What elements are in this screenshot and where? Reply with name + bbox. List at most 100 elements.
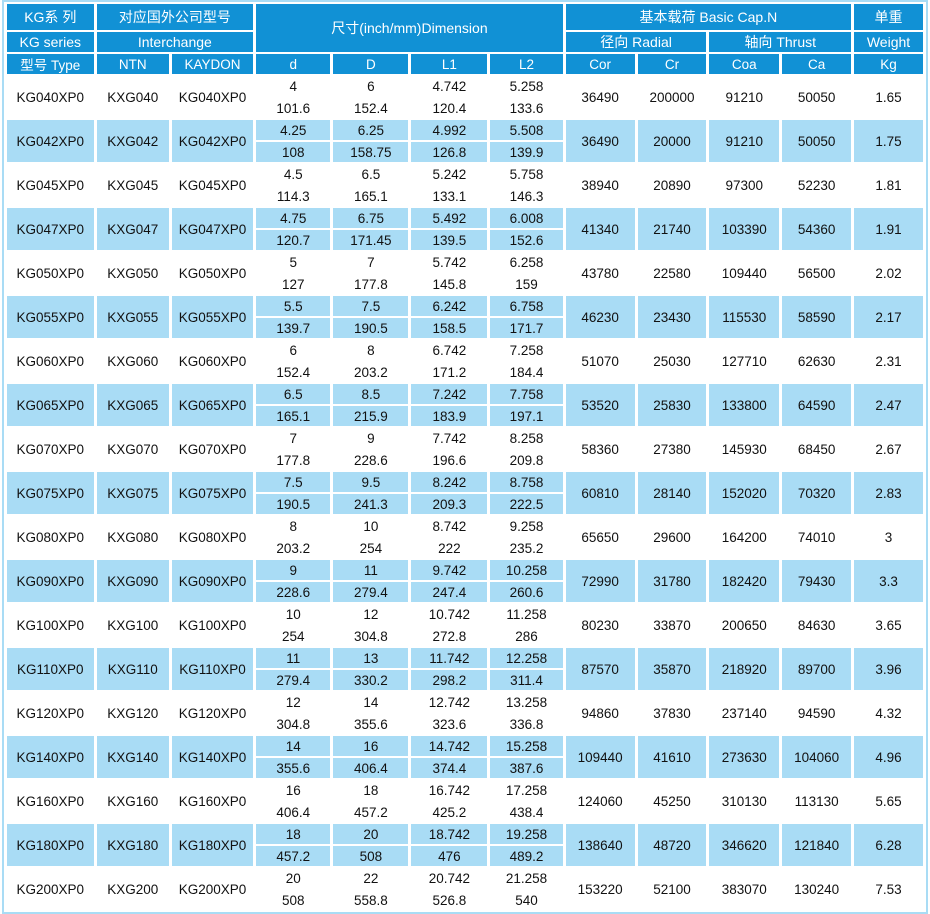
cell-type: KG120XP0 [7,692,94,734]
cell-ca: 50050 [782,120,852,162]
cell-ca: 56500 [782,252,852,294]
cell-D-inch: 9 [333,428,409,448]
table-row: KG110XP0 KXG110 KG110XP0 11 13 11.742 12.258 87… [7,648,923,690]
cell-type: KG042XP0 [7,120,94,162]
header-L1: L1 [411,54,488,74]
cell-D-mm: 152.4 [333,98,409,118]
cell-L1-mm: 272.8 [411,626,488,646]
cell-D-mm: 228.6 [333,450,409,470]
cell-cr: 27380 [637,428,707,470]
cell-ca: 64590 [782,384,852,426]
cell-kaydon: KG055XP0 [171,296,254,338]
cell-coa: 237140 [709,692,780,734]
header-capacity-title: 基本载荷 Basic Cap.N [565,4,852,30]
cell-type: KG040XP0 [7,76,94,118]
cell-L2-inch: 8.758 [490,472,563,492]
cell-D-mm: 190.5 [333,318,409,338]
cell-D-inch: 12 [333,604,409,624]
cell-cr: 52100 [637,868,707,910]
table-body: KG040XP0 KXG040 KG040XP0 4 6 4.742 5.258 36490 2… [7,76,923,910]
cell-D-inch: 11 [333,560,409,580]
cell-ntn: KXG200 [96,868,169,910]
cell-L1-inch: 5.492 [411,208,488,228]
cell-cr: 22580 [637,252,707,294]
cell-coa: 145930 [709,428,780,470]
cell-coa: 91210 [709,120,780,162]
cell-D-mm: 304.8 [333,626,409,646]
table-row: KG140XP0 KXG140 KG140XP0 14 16 14.742 15.258 10… [7,736,923,778]
table-row: KG065XP0 KXG065 KG065XP0 6.5 8.5 7.242 7.758 53… [7,384,923,426]
cell-d-inch: 9 [256,560,331,580]
cell-kaydon: KG090XP0 [171,560,254,602]
cell-L2-mm: 159 [490,274,563,294]
cell-L1-mm: 158.5 [411,318,488,338]
cell-L1-inch: 10.742 [411,604,488,624]
cell-D-mm: 457.2 [333,802,409,822]
table-row-mm: 228.6 279.4 247.4 260.6 [7,582,923,602]
cell-d-inch: 20 [256,868,331,888]
cell-cor: 58360 [565,428,635,470]
table-row-mm: 406.4 457.2 425.2 438.4 [7,802,923,822]
cell-D-inch: 10 [333,516,409,536]
cell-d-inch: 5.5 [256,296,331,316]
cell-type: KG080XP0 [7,516,94,558]
cell-D-mm: 508 [333,846,409,866]
header-d: d [256,54,331,74]
cell-L2-mm: 260.6 [490,582,563,602]
header-type: 型号 Type [7,54,94,74]
cell-d-mm: 279.4 [256,670,331,690]
header-coa: Coa [709,54,780,74]
cell-kg: 2.02 [854,252,923,294]
cell-D-inch: 9.5 [333,472,409,492]
cell-L1-inch: 6.242 [411,296,488,316]
cell-cor: 53520 [565,384,635,426]
cell-ntn: KXG050 [96,252,169,294]
cell-ntn: KXG140 [96,736,169,778]
cell-kaydon: KG047XP0 [171,208,254,250]
cell-cor: 138640 [565,824,635,866]
cell-cr: 25830 [637,384,707,426]
cell-kaydon: KG075XP0 [171,472,254,514]
table-row: KG060XP0 KXG060 KG060XP0 6 8 6.742 7.258 51070 2… [7,340,923,382]
table-row-mm: 177.8 228.6 196.6 209.8 [7,450,923,470]
cell-d-inch: 8 [256,516,331,536]
cell-kg: 3.65 [854,604,923,646]
cell-d-inch: 16 [256,780,331,800]
table-row: KG180XP0 KXG180 KG180XP0 18 20 18.742 19.258 13… [7,824,923,866]
cell-D-inch: 6.25 [333,120,409,140]
cell-L2-mm: 235.2 [490,538,563,558]
cell-type: KG200XP0 [7,868,94,910]
cell-L2-mm: 540 [490,890,563,910]
cell-type: KG100XP0 [7,604,94,646]
cell-L1-mm: 298.2 [411,670,488,690]
table-row: KG120XP0 KXG120 KG120XP0 12 14 12.742 13.258 94… [7,692,923,734]
cell-D-mm: 158.75 [333,142,409,162]
cell-ntn: KXG042 [96,120,169,162]
cell-ntn: KXG120 [96,692,169,734]
cell-kg: 5.65 [854,780,923,822]
table-row-mm: 254 304.8 272.8 286 [7,626,923,646]
cell-d-mm: 406.4 [256,802,331,822]
cell-cr: 200000 [637,76,707,118]
cell-coa: 200650 [709,604,780,646]
cell-L1-mm: 196.6 [411,450,488,470]
cell-ntn: KXG060 [96,340,169,382]
cell-coa: 346620 [709,824,780,866]
cell-ca: 74010 [782,516,852,558]
cell-L1-mm: 247.4 [411,582,488,602]
cell-D-mm: 406.4 [333,758,409,778]
cell-D-inch: 6.5 [333,164,409,184]
cell-ntn: KXG110 [96,648,169,690]
cell-coa: 164200 [709,516,780,558]
cell-d-mm: 254 [256,626,331,646]
cell-cr: 20000 [637,120,707,162]
cell-cor: 46230 [565,296,635,338]
cell-L2-inch: 15.258 [490,736,563,756]
cell-L2-mm: 139.9 [490,142,563,162]
cell-ntn: KXG065 [96,384,169,426]
cell-cor: 80230 [565,604,635,646]
cell-D-mm: 355.6 [333,714,409,734]
cell-D-mm: 254 [333,538,409,558]
cell-L2-inch: 17.258 [490,780,563,800]
